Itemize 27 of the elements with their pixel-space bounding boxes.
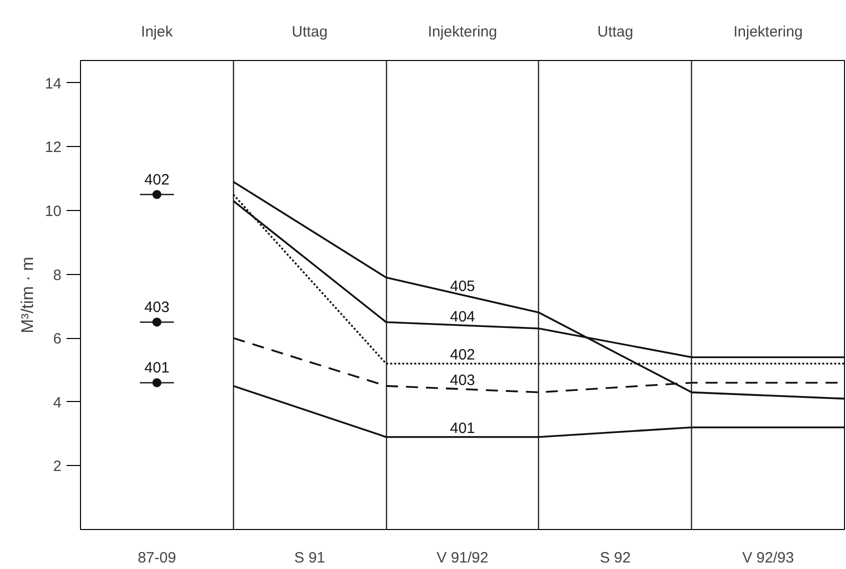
series-label: 402 — [144, 172, 170, 188]
series-label: 404 — [450, 308, 476, 326]
text: Injektering — [733, 24, 803, 40]
y-tick-label: 4 — [53, 394, 62, 412]
x-tick-label: S 92 — [600, 550, 631, 566]
text: Uttag — [292, 24, 328, 40]
y-axis-title: M³/tim · m — [18, 256, 37, 334]
y-tick-label: 6 — [53, 330, 62, 348]
y-tick-label: 2 — [53, 458, 62, 476]
x-tick-label: V 92/93 — [742, 550, 794, 566]
series-label: 403 — [144, 299, 170, 316]
line-series — [232, 180, 844, 400]
text: Uttag — [597, 24, 634, 40]
text: Injek — [141, 24, 174, 40]
text: Injektering — [428, 24, 498, 40]
x-tick-label: V 91/92 — [436, 550, 488, 566]
x-tick-label: 87-09 — [138, 550, 176, 566]
series-label: 402 — [450, 346, 476, 364]
y-tick-label: 12 — [44, 139, 62, 156]
series-label: 405 — [450, 278, 476, 295]
y-tick-label: 10 — [44, 202, 62, 220]
series-label: 401 — [450, 420, 476, 437]
y-tick-label: 14 — [44, 75, 62, 92]
x-tick-label: S 91 — [294, 550, 326, 566]
series-label: 401 — [144, 360, 170, 377]
y-tick-label: 8 — [53, 266, 62, 284]
series-label: 403 — [450, 372, 476, 390]
